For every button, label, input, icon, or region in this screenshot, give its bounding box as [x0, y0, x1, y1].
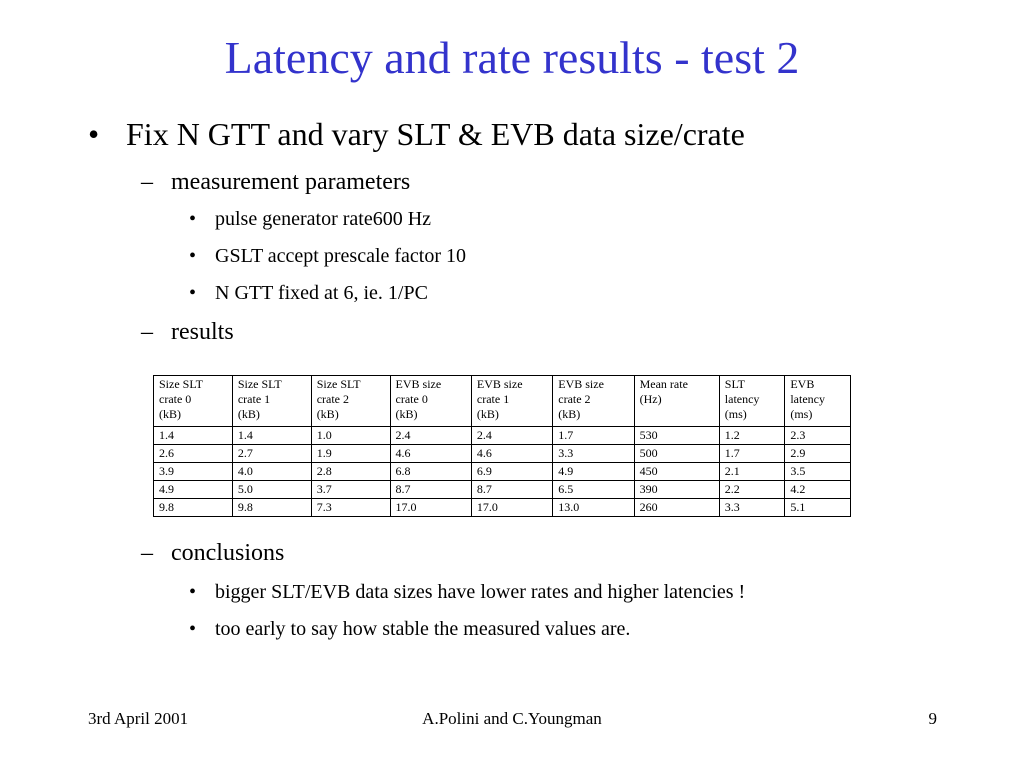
table-cell: 4.2 [784, 480, 851, 499]
header-evb-size-crate-2: EVB size crate 2 (kB) [552, 375, 635, 427]
table-cell: 500 [633, 444, 720, 463]
bullet-mark: • [189, 618, 197, 640]
table-row: 1.4 1.4 1.0 2.4 2.4 1.7 530 1.2 2.3 [153, 426, 851, 445]
table-cell: 8.7 [389, 480, 472, 499]
table-header-row: Size SLT crate 0 (kB) Size SLT crate 1 (kB) … [153, 375, 851, 427]
table-cell: 2.3 [784, 426, 851, 445]
table-row: 9.8 9.8 7.3 17.0 17.0 13.0 260 3.3 5.1 [153, 498, 851, 517]
bullet-mark: • [189, 282, 197, 304]
dash-mark: – [141, 540, 153, 566]
table-cell: 7.3 [310, 498, 391, 517]
table-cell: 530 [633, 426, 720, 445]
sub-bullet-label: conclusions [171, 540, 285, 566]
table-cell: 4.9 [153, 480, 233, 499]
footer-authors: A.Polini and C.Youngman [422, 709, 602, 728]
header-size-slt-crate-0: Size SLT crate 0 (kB) [153, 375, 233, 427]
results-table: Size SLT crate 0 (kB) Size SLT crate 1 (kB) … [153, 375, 851, 517]
footer-date: 3rd April 2001 [88, 709, 189, 728]
table-cell: 1.0 [310, 426, 391, 445]
table-cell: 2.1 [718, 462, 786, 481]
table-cell: 6.8 [389, 462, 472, 481]
dash-mark: – [141, 169, 153, 195]
bullet-mark: • [189, 245, 197, 267]
table-row: 3.9 4.0 2.8 6.8 6.9 4.9 450 2.1 3.5 [153, 462, 851, 481]
table-cell: 3.7 [310, 480, 391, 499]
header-size-slt-crate-2: Size SLT crate 2 (kB) [310, 375, 391, 427]
table-cell: 4.6 [389, 444, 472, 463]
table-cell: 17.0 [470, 498, 554, 517]
table-cell: 2.8 [310, 462, 391, 481]
table-cell: 1.2 [718, 426, 786, 445]
bullet-mark: • [189, 581, 197, 603]
table-cell: 3.3 [552, 444, 635, 463]
parameter-item-text: N GTT fixed at 6, ie. 1/PC [215, 282, 428, 304]
table-row: 2.6 2.7 1.9 4.6 4.6 3.3 500 1.7 2.9 [153, 444, 851, 463]
conclusion-item-text: bigger SLT/EVB data sizes have lower rat… [215, 581, 746, 603]
header-evb-size-crate-0: EVB size crate 0 (kB) [389, 375, 472, 427]
table-cell: 2.4 [389, 426, 472, 445]
footer-page-number: 9 [928, 709, 938, 728]
table-cell: 4.6 [470, 444, 554, 463]
table-cell: 13.0 [552, 498, 635, 517]
table-cell: 1.7 [718, 444, 786, 463]
table-cell: 1.9 [310, 444, 391, 463]
table-cell: 2.6 [153, 444, 233, 463]
bullet-mark: • [88, 116, 100, 152]
table-cell: 2.2 [718, 480, 786, 499]
table-cell: 1.4 [231, 426, 312, 445]
header-evb-latency: EVB latency (ms) [784, 375, 851, 427]
table-cell: 1.7 [552, 426, 635, 445]
table-row: 4.9 5.0 3.7 8.7 8.7 6.5 390 2.2 4.2 [153, 480, 851, 499]
table-cell: 17.0 [389, 498, 472, 517]
header-evb-size-crate-1: EVB size crate 1 (kB) [470, 375, 554, 427]
table-cell: 260 [633, 498, 720, 517]
parameter-item-text: pulse generator rate600 Hz [215, 208, 432, 230]
dash-mark: – [141, 319, 153, 345]
table-cell: 2.4 [470, 426, 554, 445]
table-cell: 3.3 [718, 498, 786, 517]
header-size-slt-crate-1: Size SLT crate 1 (kB) [231, 375, 312, 427]
table-cell: 2.9 [784, 444, 851, 463]
table-cell: 9.8 [231, 498, 312, 517]
table-cell: 6.5 [552, 480, 635, 499]
sub-bullet-label: results [171, 319, 234, 345]
header-slt-latency: SLT latency (ms) [718, 375, 786, 427]
sub-bullet-label: measurement parameters [171, 169, 411, 195]
main-bullet-text: Fix N GTT and vary SLT & EVB data size/c… [126, 116, 745, 152]
conclusion-item-text: too early to say how stable the measured… [215, 618, 631, 640]
table-cell: 8.7 [470, 480, 554, 499]
table-cell: 2.7 [231, 444, 312, 463]
parameter-item-text: GSLT accept prescale factor 10 [215, 245, 467, 267]
table-cell: 6.9 [470, 462, 554, 481]
bullet-mark: • [189, 208, 197, 230]
header-mean-rate: Mean rate (Hz) [633, 375, 720, 427]
table-cell: 1.4 [153, 426, 233, 445]
slide-title: Latency and rate results - test 2 [224, 32, 800, 83]
table-cell: 3.5 [784, 462, 851, 481]
table-cell: 5.0 [231, 480, 312, 499]
table-cell: 390 [633, 480, 720, 499]
table-cell: 3.9 [153, 462, 233, 481]
table-cell: 9.8 [153, 498, 233, 517]
table-cell: 4.0 [231, 462, 312, 481]
table-cell: 4.9 [552, 462, 635, 481]
table-cell: 450 [633, 462, 720, 481]
table-cell: 5.1 [784, 498, 851, 517]
